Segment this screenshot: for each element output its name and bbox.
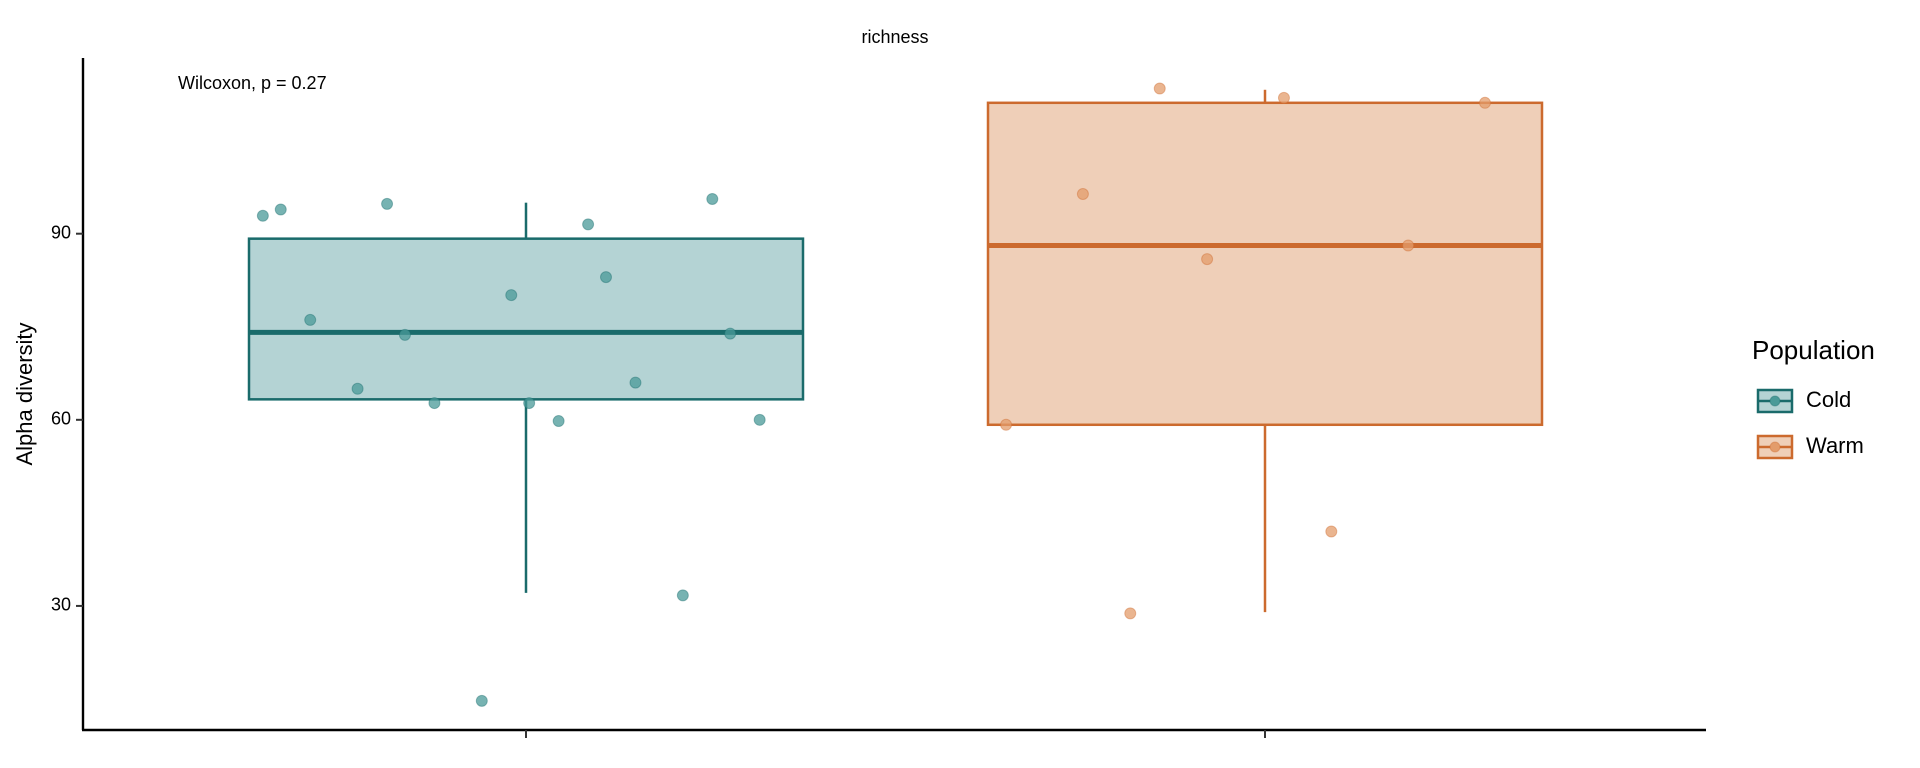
legend-label: Cold (1806, 387, 1851, 412)
box (247, 237, 805, 401)
point (351, 382, 364, 395)
point (304, 313, 317, 326)
point (398, 328, 411, 341)
legend-label: Warm (1806, 433, 1864, 458)
point (475, 694, 488, 707)
legend-title: Population (1752, 335, 1875, 365)
point (629, 376, 642, 389)
point (1277, 91, 1290, 104)
point (1478, 96, 1491, 109)
point (599, 271, 612, 284)
point (256, 209, 269, 222)
point (552, 415, 565, 428)
point (1402, 239, 1415, 252)
point (724, 327, 737, 340)
y-axis-label: Alpha diversity (12, 322, 37, 465)
point (274, 203, 287, 216)
point (523, 397, 536, 410)
point (381, 197, 394, 210)
y-tick-label: 90 (51, 222, 71, 242)
point (753, 413, 766, 426)
box (986, 101, 1544, 427)
point (1201, 253, 1214, 266)
y-tick-label: 60 (51, 409, 71, 429)
point (1153, 82, 1166, 95)
point (1076, 188, 1089, 200)
annotation: Wilcoxon, p = 0.27 (178, 73, 327, 93)
legend-key-point (1769, 395, 1781, 407)
point (1000, 418, 1013, 431)
y-tick-label: 30 (51, 595, 71, 615)
legend-key-point (1769, 441, 1781, 453)
point (1325, 525, 1338, 538)
point (676, 589, 689, 602)
point (706, 192, 719, 205)
point (582, 218, 595, 231)
point (1124, 607, 1137, 620)
chart-title: richness (861, 27, 928, 47)
point (428, 397, 441, 410)
point (505, 289, 518, 302)
